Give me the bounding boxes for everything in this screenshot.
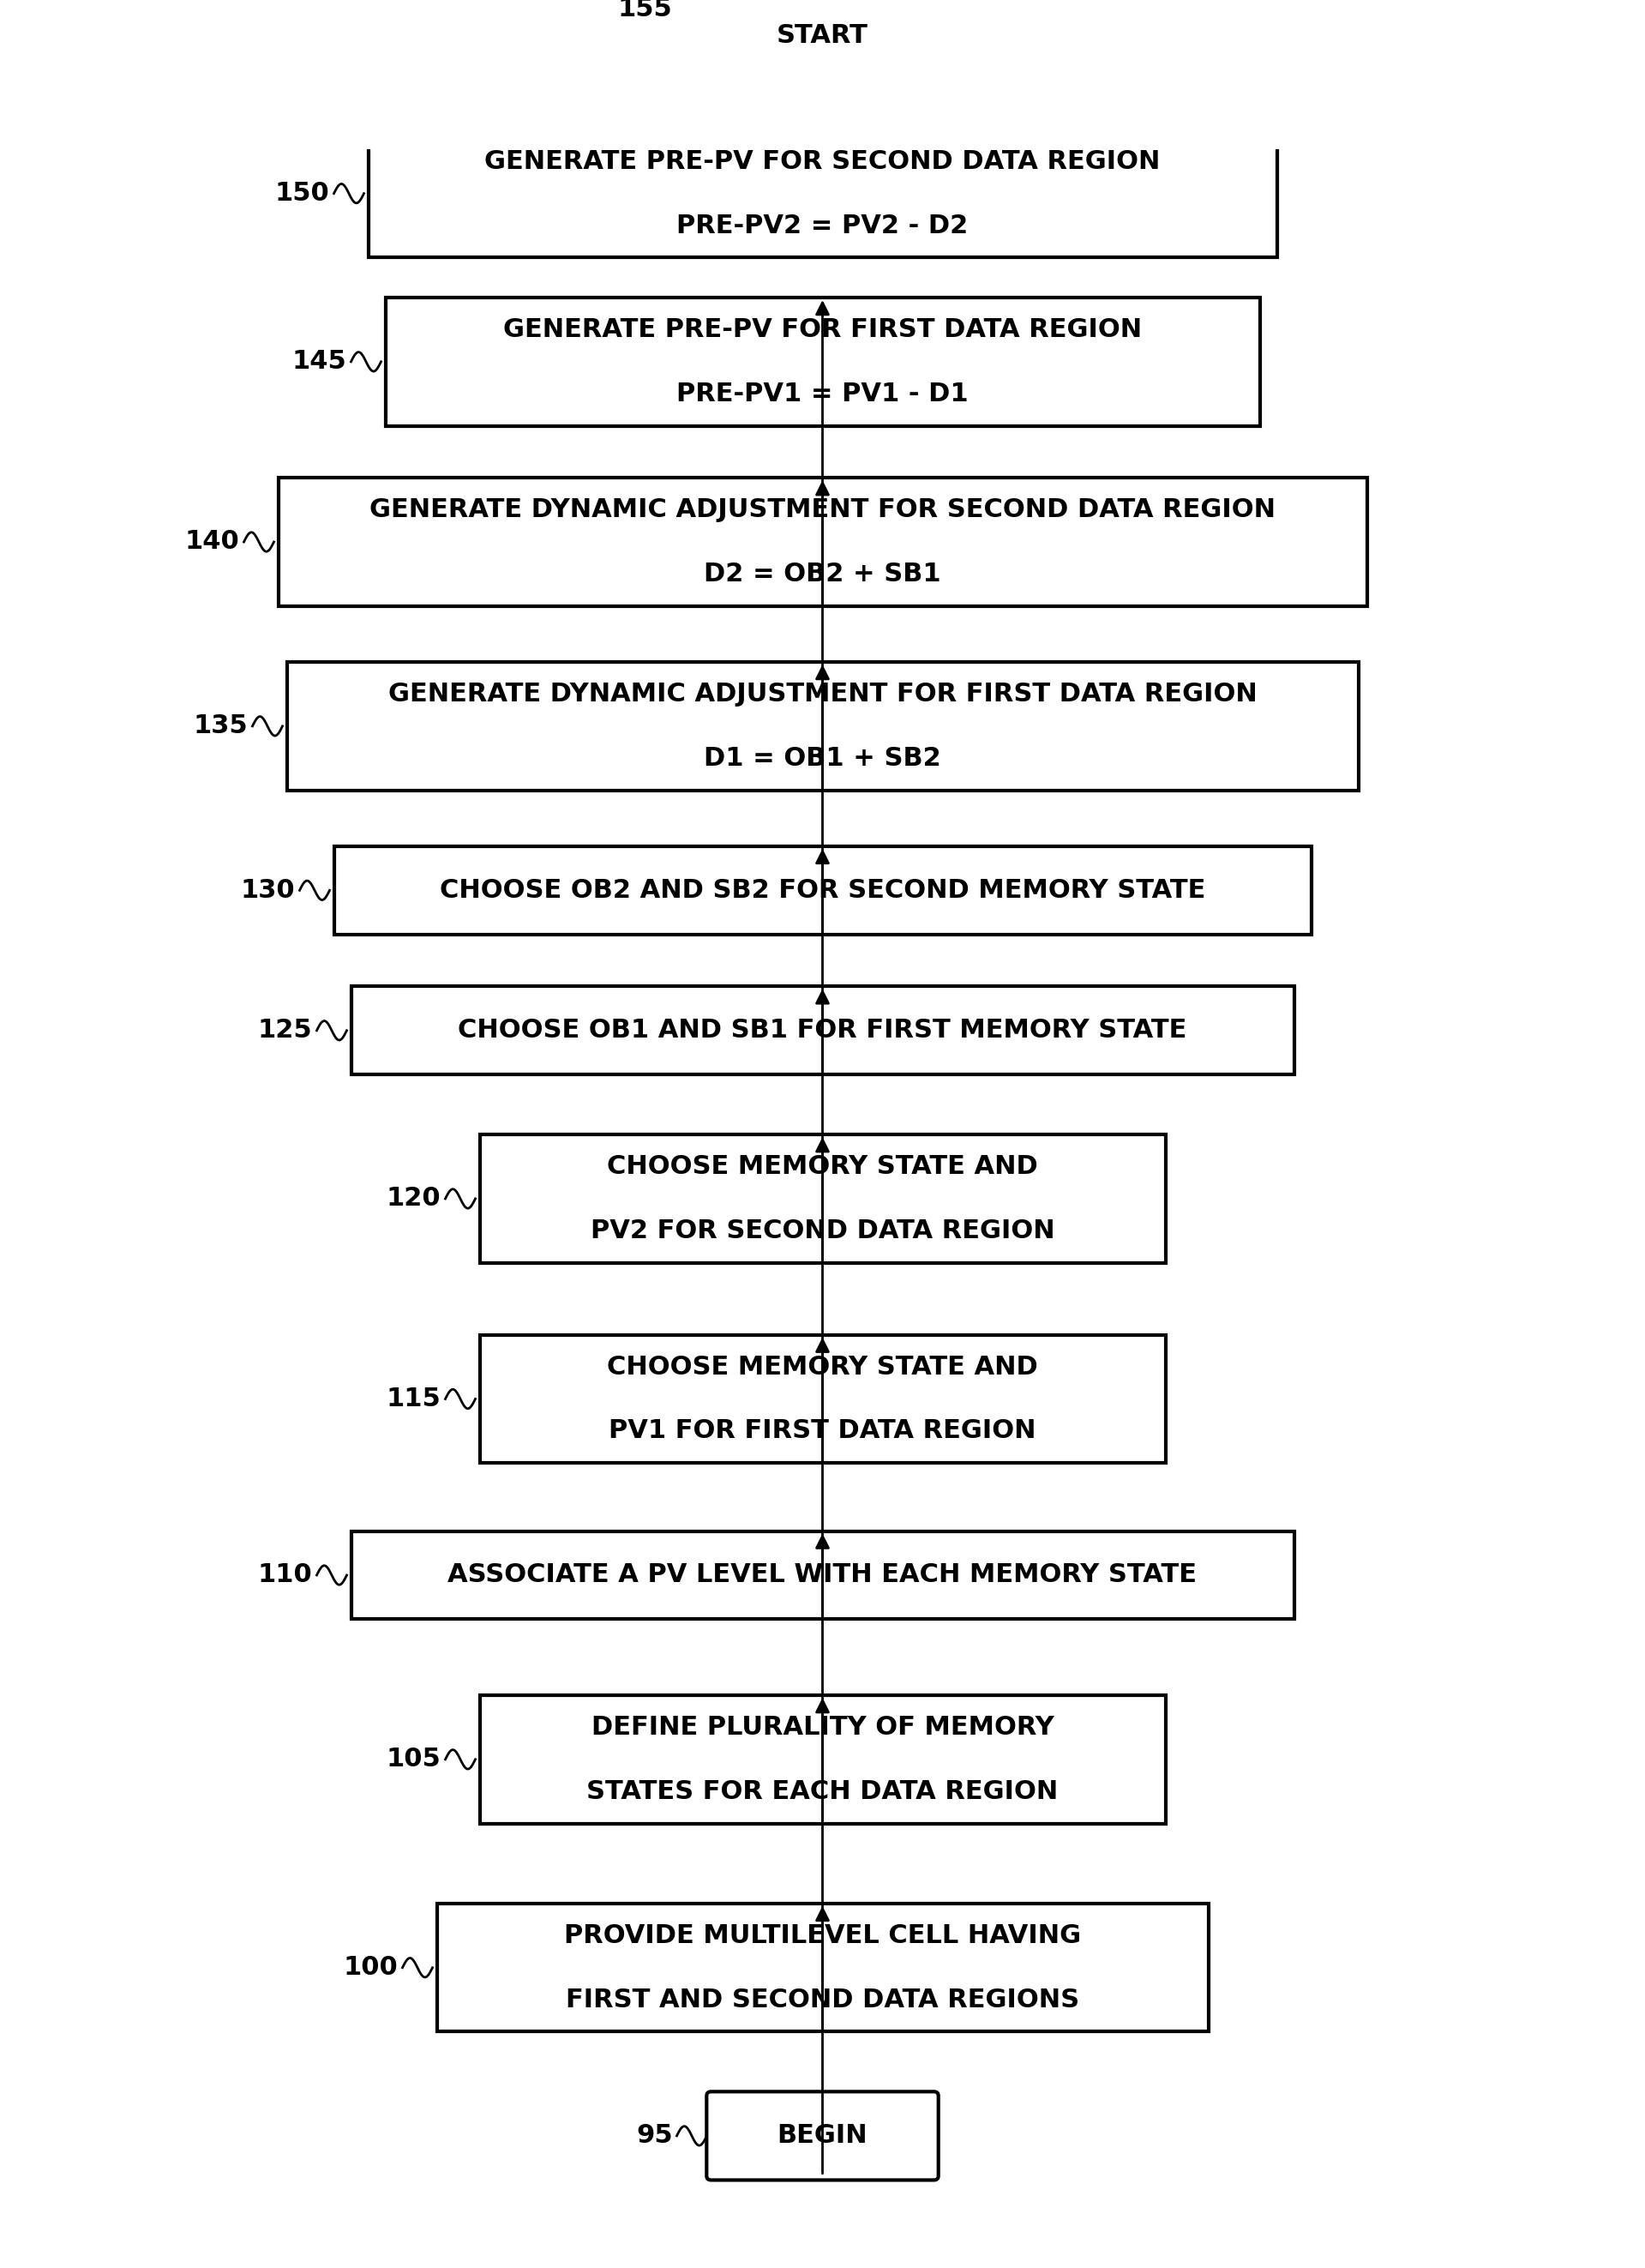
Text: 130: 130 bbox=[240, 878, 296, 903]
Bar bbox=[438, 1903, 1207, 2032]
Bar bbox=[385, 297, 1260, 426]
Text: 120: 120 bbox=[387, 1186, 441, 1211]
Bar bbox=[480, 1694, 1165, 1823]
Bar bbox=[350, 987, 1295, 1075]
Text: CHOOSE OB1 AND SB1 FOR FIRST MEMORY STATE: CHOOSE OB1 AND SB1 FOR FIRST MEMORY STAT… bbox=[457, 1018, 1188, 1043]
Text: ASSOCIATE A PV LEVEL WITH EACH MEMORY STATE: ASSOCIATE A PV LEVEL WITH EACH MEMORY ST… bbox=[447, 1563, 1198, 1588]
Text: D1 = OB1 + SB2: D1 = OB1 + SB2 bbox=[704, 746, 941, 771]
Text: 150: 150 bbox=[275, 181, 329, 206]
Text: BEGIN: BEGIN bbox=[776, 2123, 869, 2148]
Text: PRE-PV1 = PV1 - D1: PRE-PV1 = PV1 - D1 bbox=[676, 381, 969, 406]
Text: GENERATE DYNAMIC ADJUSTMENT FOR FIRST DATA REGION: GENERATE DYNAMIC ADJUSTMENT FOR FIRST DA… bbox=[388, 683, 1257, 708]
Text: D2 = OB2 + SB1: D2 = OB2 + SB1 bbox=[704, 562, 941, 587]
Bar bbox=[480, 1336, 1165, 1463]
Text: PRE-PV2 = PV2 - D2: PRE-PV2 = PV2 - D2 bbox=[676, 213, 969, 238]
Bar bbox=[286, 662, 1359, 789]
Text: 135: 135 bbox=[194, 714, 248, 739]
Text: CHOOSE MEMORY STATE AND: CHOOSE MEMORY STATE AND bbox=[607, 1354, 1038, 1379]
Text: 145: 145 bbox=[293, 349, 347, 374]
Text: DEFINE PLURALITY OF MEMORY: DEFINE PLURALITY OF MEMORY bbox=[591, 1715, 1054, 1740]
Text: 110: 110 bbox=[258, 1563, 313, 1588]
FancyBboxPatch shape bbox=[707, 0, 938, 66]
Text: 105: 105 bbox=[387, 1746, 441, 1771]
Bar bbox=[334, 846, 1311, 934]
Text: CHOOSE OB2 AND SB2 FOR SECOND MEMORY STATE: CHOOSE OB2 AND SB2 FOR SECOND MEMORY STA… bbox=[439, 878, 1206, 903]
FancyBboxPatch shape bbox=[707, 2091, 938, 2180]
Text: 155: 155 bbox=[619, 0, 673, 23]
Text: PROVIDE MULTILEVEL CELL HAVING: PROVIDE MULTILEVEL CELL HAVING bbox=[564, 1923, 1081, 1948]
Text: 100: 100 bbox=[344, 1955, 398, 1980]
Text: STATES FOR EACH DATA REGION: STATES FOR EACH DATA REGION bbox=[587, 1778, 1058, 1803]
Text: CHOOSE MEMORY STATE AND: CHOOSE MEMORY STATE AND bbox=[607, 1154, 1038, 1179]
Text: FIRST AND SECOND DATA REGIONS: FIRST AND SECOND DATA REGIONS bbox=[566, 1987, 1079, 2012]
Text: PV1 FOR FIRST DATA REGION: PV1 FOR FIRST DATA REGION bbox=[609, 1418, 1036, 1442]
Text: 125: 125 bbox=[258, 1018, 313, 1043]
Text: PV2 FOR SECOND DATA REGION: PV2 FOR SECOND DATA REGION bbox=[591, 1218, 1054, 1243]
Bar bbox=[278, 479, 1367, 606]
Text: 115: 115 bbox=[387, 1386, 441, 1411]
Bar bbox=[368, 129, 1277, 259]
Text: GENERATE PRE-PV FOR FIRST DATA REGION: GENERATE PRE-PV FOR FIRST DATA REGION bbox=[503, 318, 1142, 342]
Bar bbox=[480, 1134, 1165, 1263]
Text: 95: 95 bbox=[637, 2123, 673, 2148]
Text: GENERATE PRE-PV FOR SECOND DATA REGION: GENERATE PRE-PV FOR SECOND DATA REGION bbox=[485, 150, 1160, 175]
Text: 140: 140 bbox=[184, 528, 240, 553]
Bar bbox=[350, 1531, 1295, 1619]
Text: START: START bbox=[776, 23, 869, 48]
Text: GENERATE DYNAMIC ADJUSTMENT FOR SECOND DATA REGION: GENERATE DYNAMIC ADJUSTMENT FOR SECOND D… bbox=[370, 497, 1275, 522]
